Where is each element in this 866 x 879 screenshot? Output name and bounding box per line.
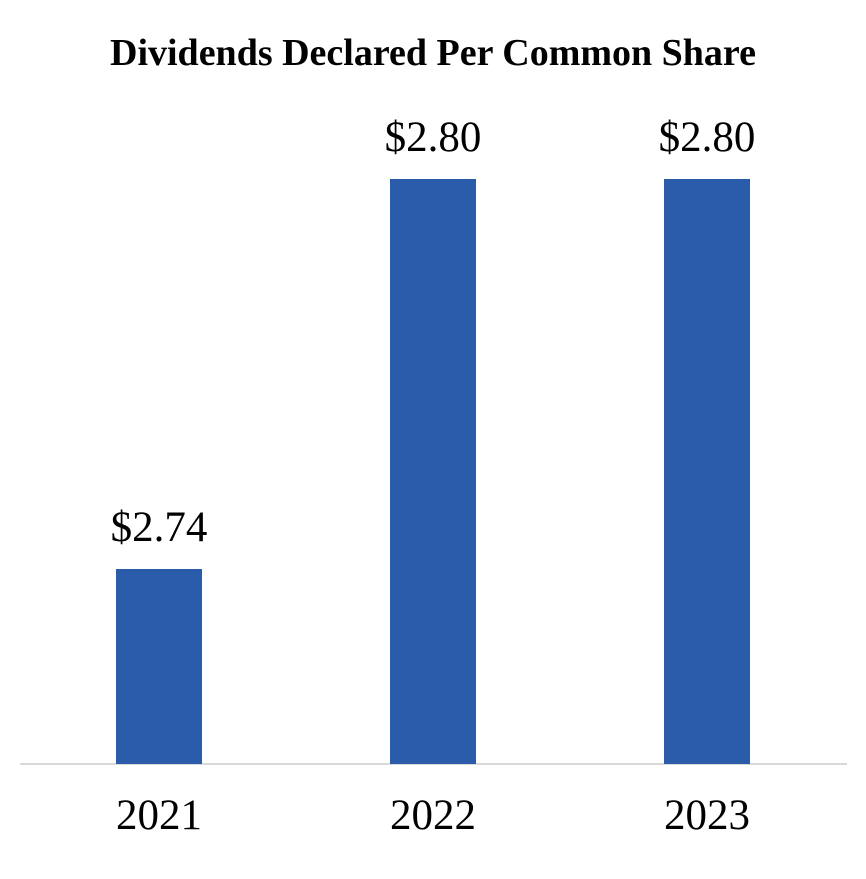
bar-group-2023: $2.80 xyxy=(570,95,844,764)
chart-title: Dividends Declared Per Common Share xyxy=(110,32,756,74)
category-label-2023: 2023 xyxy=(664,792,750,839)
bar-group-2021: $2.74 xyxy=(22,95,296,764)
data-label-2021: $2.74 xyxy=(110,504,208,551)
plot-area: $2.74 $2.80 $2.80 xyxy=(22,95,844,764)
x-axis-line xyxy=(20,763,847,765)
data-label-2022: $2.80 xyxy=(384,114,482,161)
data-label-2023: $2.80 xyxy=(658,114,756,161)
bar-group-2022: $2.80 xyxy=(296,95,570,764)
category-label-2022: 2022 xyxy=(390,792,476,839)
bar-2022 xyxy=(390,179,476,764)
bar-2021 xyxy=(116,569,202,764)
bar-2023 xyxy=(664,179,750,764)
x-axis-labels: 2021 2022 2023 xyxy=(22,791,844,841)
category-label-2021: 2021 xyxy=(116,792,202,839)
